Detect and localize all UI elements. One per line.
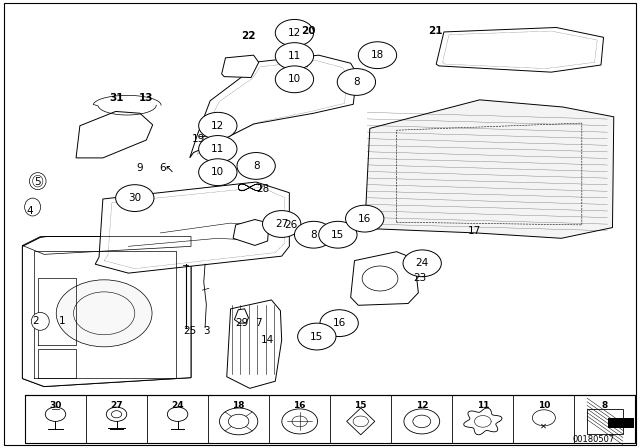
Text: 24: 24 xyxy=(415,258,429,268)
Text: 26: 26 xyxy=(284,220,297,230)
Circle shape xyxy=(346,205,384,232)
Text: 27: 27 xyxy=(275,219,288,229)
Text: 9: 9 xyxy=(136,163,143,173)
Circle shape xyxy=(116,185,154,211)
Text: 13: 13 xyxy=(139,93,154,103)
Circle shape xyxy=(298,323,336,350)
Text: 24: 24 xyxy=(172,401,184,410)
Text: 3: 3 xyxy=(203,326,210,336)
Text: 30: 30 xyxy=(49,401,61,410)
Text: 11: 11 xyxy=(288,51,301,61)
Circle shape xyxy=(198,159,237,185)
Polygon shape xyxy=(364,100,614,238)
Text: 19: 19 xyxy=(192,134,205,144)
Circle shape xyxy=(198,136,237,162)
Text: 11: 11 xyxy=(211,144,225,154)
Text: 18: 18 xyxy=(232,401,245,410)
Polygon shape xyxy=(234,309,248,323)
Polygon shape xyxy=(189,55,357,158)
Text: 4: 4 xyxy=(26,207,33,216)
Circle shape xyxy=(294,221,333,248)
Circle shape xyxy=(198,112,237,139)
Text: 29: 29 xyxy=(236,318,249,328)
Text: 31: 31 xyxy=(109,93,124,103)
Polygon shape xyxy=(227,300,282,388)
Polygon shape xyxy=(95,182,289,273)
Polygon shape xyxy=(76,112,153,158)
Text: 12: 12 xyxy=(415,401,428,410)
Text: 30: 30 xyxy=(128,193,141,203)
Text: 00180507: 00180507 xyxy=(573,435,615,444)
Circle shape xyxy=(320,310,358,336)
Text: 17: 17 xyxy=(468,226,481,236)
Text: 2: 2 xyxy=(33,316,39,326)
Text: 23: 23 xyxy=(413,273,426,284)
Text: 14: 14 xyxy=(261,335,275,345)
Text: 1: 1 xyxy=(59,316,65,326)
Text: 15: 15 xyxy=(332,230,344,240)
Bar xyxy=(608,418,634,428)
Text: ✕: ✕ xyxy=(540,422,547,431)
Text: 8: 8 xyxy=(602,401,608,410)
Circle shape xyxy=(262,211,301,237)
Circle shape xyxy=(358,42,397,69)
Circle shape xyxy=(275,43,314,69)
Text: 25: 25 xyxy=(183,326,196,336)
Text: 10: 10 xyxy=(538,401,550,410)
Bar xyxy=(25,395,636,443)
Text: 16: 16 xyxy=(358,214,371,224)
Text: 8: 8 xyxy=(310,230,317,240)
Ellipse shape xyxy=(25,198,40,216)
Circle shape xyxy=(275,19,314,46)
Circle shape xyxy=(275,66,314,93)
Text: 18: 18 xyxy=(371,50,384,60)
Ellipse shape xyxy=(31,312,49,330)
Text: 8: 8 xyxy=(353,77,360,87)
Circle shape xyxy=(403,250,442,277)
Text: ↖: ↖ xyxy=(164,165,174,176)
Text: 27: 27 xyxy=(110,401,123,410)
Circle shape xyxy=(337,69,376,95)
Text: 28: 28 xyxy=(256,184,269,194)
Ellipse shape xyxy=(29,172,46,190)
Text: 5: 5 xyxy=(35,177,41,187)
Text: 6: 6 xyxy=(159,163,166,173)
Text: 7: 7 xyxy=(255,318,262,328)
Text: 21: 21 xyxy=(428,26,442,36)
Polygon shape xyxy=(22,237,191,387)
Polygon shape xyxy=(221,55,259,78)
Polygon shape xyxy=(233,220,269,246)
Text: 16: 16 xyxy=(294,401,306,410)
Text: 12: 12 xyxy=(288,28,301,38)
Circle shape xyxy=(319,221,357,248)
Polygon shape xyxy=(351,252,419,305)
Circle shape xyxy=(56,280,152,347)
Text: 10: 10 xyxy=(288,74,301,84)
Text: 15: 15 xyxy=(310,332,323,341)
Text: 8: 8 xyxy=(253,161,259,171)
Text: 15: 15 xyxy=(355,401,367,410)
Text: 10: 10 xyxy=(211,167,225,177)
Polygon shape xyxy=(22,237,191,387)
Text: 11: 11 xyxy=(477,401,489,410)
Text: 20: 20 xyxy=(301,26,316,36)
Text: 16: 16 xyxy=(333,318,346,328)
Circle shape xyxy=(237,152,275,179)
Polygon shape xyxy=(436,27,604,72)
Text: 12: 12 xyxy=(211,121,225,131)
Text: 22: 22 xyxy=(241,30,256,40)
